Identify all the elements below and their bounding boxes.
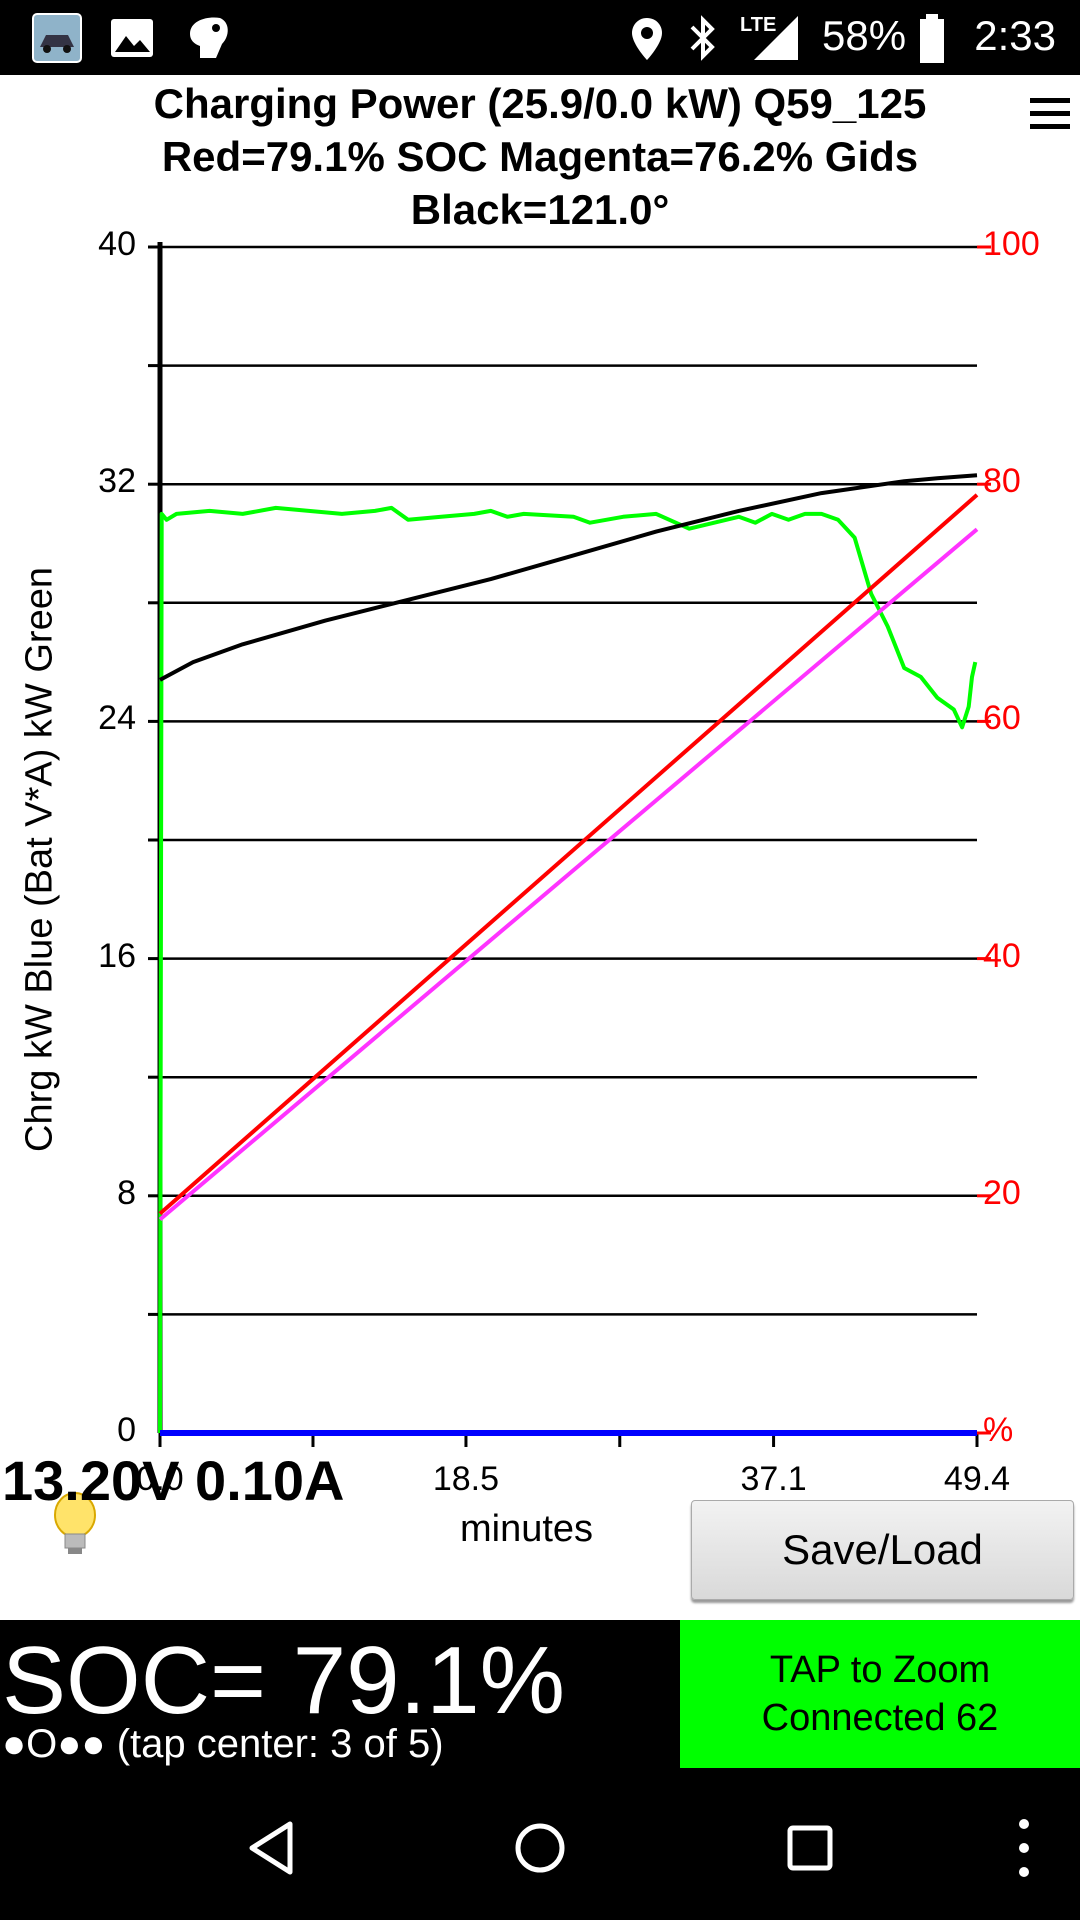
x-tick-label: 0.0 — [136, 1460, 184, 1498]
y-left-tick-label: 24 — [98, 699, 136, 738]
tap-center-indicator: ●O●● (tap center: 3 of 5) — [2, 1722, 444, 1766]
tag-icon — [190, 17, 228, 58]
y-right-tick-label: 100 — [983, 225, 1040, 263]
save-load-button[interactable]: Save/Load — [691, 1500, 1074, 1600]
overflow-menu-icon[interactable] — [1000, 1808, 1080, 1888]
recents-icon[interactable] — [770, 1808, 850, 1888]
voltage-current-readout: 13.20V 0.10A — [2, 1449, 345, 1512]
status-bar: LTE 58% 2:33 — [0, 0, 1080, 75]
home-icon[interactable] — [500, 1808, 580, 1888]
chart-title: Charging Power (25.9/0.0 kW) Q59_125 — [153, 80, 927, 127]
y-left-tick-label: 40 — [98, 225, 136, 263]
menu-icon[interactable] — [1030, 90, 1070, 140]
connection-status: Connected 62 — [761, 1697, 999, 1739]
back-icon[interactable] — [230, 1808, 310, 1888]
y-right-tick-label: 60 — [983, 699, 1021, 738]
lightbulb-icon[interactable] — [50, 1490, 100, 1560]
battery-percent: 58% — [822, 12, 907, 59]
y-right-tick-label: % — [983, 1411, 1014, 1449]
y-left-tick-label: 0 — [117, 1411, 136, 1449]
chart-temperature: Black=121.0° — [410, 186, 670, 233]
y-left-tick-label: 32 — [98, 462, 136, 501]
battery-icon — [920, 14, 944, 63]
y-right-tick-label: 80 — [983, 462, 1021, 501]
tap-to-zoom-button[interactable]: TAP to Zoom Connected 62 — [680, 1620, 1080, 1768]
x-tick-label: 37.1 — [740, 1460, 807, 1498]
x-tick-label: 18.5 — [432, 1460, 500, 1498]
chart-subtitle: Red=79.1% SOC Magenta=76.2% Gids — [161, 133, 919, 180]
clock: 2:33 — [974, 12, 1056, 59]
bluetooth-icon — [690, 15, 715, 61]
gallery-icon — [111, 19, 153, 57]
series-line-3 — [158, 527, 979, 1222]
series-line-2 — [158, 493, 979, 1216]
location-icon — [632, 18, 662, 60]
soc-readout[interactable]: SOC= 79.1% — [2, 1627, 565, 1734]
signal-icon — [754, 16, 798, 60]
series-line-1 — [159, 473, 978, 682]
x-tick-label: 49.4 — [943, 1460, 1011, 1498]
y-right-tick-label: 20 — [983, 1173, 1021, 1212]
network-type-label: LTE — [740, 14, 777, 36]
charging-chart[interactable] — [0, 0, 1080, 1480]
navigation-bar — [0, 1768, 1080, 1920]
y-left-tick-label: 16 — [98, 936, 136, 975]
y-right-tick-label: 40 — [983, 936, 1021, 975]
series-line-0 — [158, 505, 978, 1434]
x-axis-label: minutes — [460, 1508, 594, 1550]
zoom-label: TAP to Zoom — [769, 1649, 991, 1691]
y-left-tick-label: 8 — [117, 1173, 136, 1212]
car-app-icon — [32, 13, 82, 63]
